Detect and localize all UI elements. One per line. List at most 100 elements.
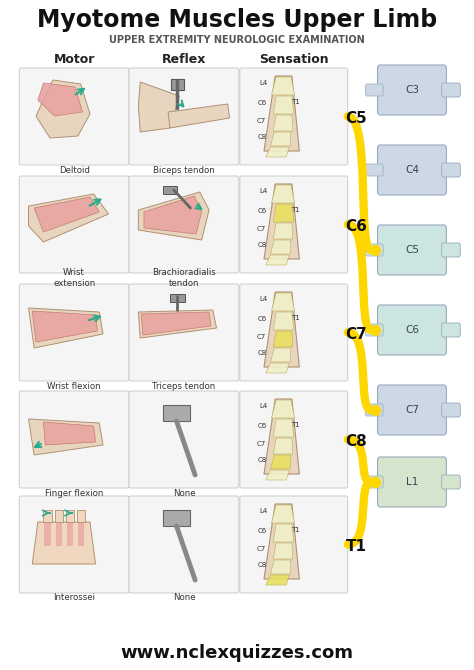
- Polygon shape: [272, 185, 295, 203]
- Text: T1: T1: [291, 422, 300, 428]
- Text: Sensation: Sensation: [259, 52, 328, 66]
- FancyBboxPatch shape: [377, 225, 447, 275]
- FancyBboxPatch shape: [377, 305, 447, 355]
- FancyBboxPatch shape: [442, 83, 460, 97]
- Polygon shape: [164, 510, 190, 526]
- Text: C6: C6: [257, 208, 267, 214]
- FancyBboxPatch shape: [365, 476, 383, 488]
- Polygon shape: [264, 292, 300, 367]
- FancyBboxPatch shape: [377, 385, 447, 435]
- Text: C8: C8: [257, 457, 267, 463]
- Text: C7: C7: [405, 405, 419, 415]
- FancyBboxPatch shape: [377, 65, 447, 115]
- FancyBboxPatch shape: [129, 391, 239, 488]
- Text: T1: T1: [291, 315, 300, 321]
- Polygon shape: [44, 510, 52, 522]
- Text: C7: C7: [256, 546, 266, 552]
- Text: Reflex: Reflex: [162, 52, 206, 66]
- Text: C5: C5: [405, 245, 419, 255]
- Text: C8: C8: [257, 562, 267, 568]
- FancyBboxPatch shape: [377, 457, 447, 507]
- Polygon shape: [36, 80, 90, 138]
- Text: Motor: Motor: [54, 52, 95, 66]
- Text: Wrist flexion: Wrist flexion: [47, 381, 101, 391]
- Text: C4: C4: [405, 165, 419, 175]
- Polygon shape: [272, 77, 295, 95]
- Polygon shape: [55, 510, 63, 522]
- FancyBboxPatch shape: [377, 145, 447, 195]
- Text: L1: L1: [406, 477, 418, 487]
- Polygon shape: [44, 422, 96, 445]
- Polygon shape: [34, 197, 99, 232]
- FancyBboxPatch shape: [129, 68, 239, 165]
- Text: L4: L4: [260, 80, 268, 86]
- Polygon shape: [264, 399, 300, 474]
- FancyBboxPatch shape: [240, 176, 348, 273]
- FancyBboxPatch shape: [240, 391, 348, 488]
- Polygon shape: [273, 115, 293, 131]
- Text: T1: T1: [291, 207, 300, 213]
- Text: C7: C7: [256, 441, 266, 447]
- Text: L4: L4: [260, 508, 268, 514]
- Text: Brachioradialis
tendon: Brachioradialis tendon: [152, 268, 216, 287]
- Polygon shape: [273, 312, 294, 330]
- Text: C8: C8: [345, 434, 367, 449]
- Polygon shape: [266, 255, 289, 265]
- Text: UPPER EXTREMITY NEUROLOGIC EXAMINATION: UPPER EXTREMITY NEUROLOGIC EXAMINATION: [109, 35, 365, 45]
- Polygon shape: [38, 83, 82, 116]
- Text: C7: C7: [256, 226, 266, 232]
- FancyBboxPatch shape: [365, 324, 383, 336]
- Polygon shape: [138, 82, 179, 132]
- Polygon shape: [264, 504, 300, 579]
- Text: C5: C5: [345, 111, 367, 126]
- Text: L4: L4: [260, 403, 268, 409]
- Text: C7: C7: [345, 327, 367, 342]
- FancyBboxPatch shape: [442, 403, 460, 417]
- Polygon shape: [78, 523, 84, 546]
- Polygon shape: [271, 455, 291, 469]
- Polygon shape: [273, 524, 294, 542]
- Text: T1: T1: [291, 527, 300, 533]
- Text: L4: L4: [260, 296, 268, 302]
- Polygon shape: [67, 523, 73, 546]
- Polygon shape: [273, 438, 293, 454]
- Polygon shape: [271, 240, 291, 254]
- Text: L4: L4: [260, 188, 268, 194]
- Text: C6: C6: [345, 219, 367, 234]
- Text: Wrist
extension: Wrist extension: [53, 268, 95, 287]
- Polygon shape: [271, 348, 291, 362]
- Polygon shape: [144, 196, 201, 234]
- Polygon shape: [168, 104, 229, 128]
- Text: www.nclexquizzes.com: www.nclexquizzes.com: [120, 644, 354, 662]
- FancyBboxPatch shape: [19, 176, 129, 273]
- Polygon shape: [138, 310, 217, 338]
- Polygon shape: [266, 363, 289, 373]
- Text: C6: C6: [257, 316, 267, 322]
- Text: Biceps tendon: Biceps tendon: [153, 165, 215, 174]
- Text: T1: T1: [291, 99, 300, 105]
- Polygon shape: [273, 223, 293, 239]
- Polygon shape: [32, 311, 98, 342]
- Text: Myotome Muscles Upper Limb: Myotome Muscles Upper Limb: [37, 8, 437, 32]
- Text: C8: C8: [257, 350, 267, 356]
- Polygon shape: [138, 192, 209, 240]
- Text: C6: C6: [257, 528, 267, 534]
- Text: None: None: [173, 488, 195, 498]
- FancyBboxPatch shape: [442, 163, 460, 177]
- FancyBboxPatch shape: [129, 496, 239, 593]
- Text: Interossei: Interossei: [53, 594, 95, 602]
- Polygon shape: [66, 510, 74, 522]
- Text: C6: C6: [257, 423, 267, 429]
- Text: None: None: [173, 594, 195, 602]
- FancyBboxPatch shape: [442, 475, 460, 489]
- Polygon shape: [77, 510, 85, 522]
- FancyBboxPatch shape: [19, 68, 129, 165]
- Polygon shape: [266, 575, 289, 585]
- Polygon shape: [273, 331, 293, 347]
- Polygon shape: [170, 294, 185, 302]
- Text: T1: T1: [346, 539, 366, 554]
- Polygon shape: [28, 194, 109, 242]
- Text: Triceps tendon: Triceps tendon: [152, 381, 216, 391]
- Text: C6: C6: [257, 100, 267, 106]
- Polygon shape: [273, 419, 294, 437]
